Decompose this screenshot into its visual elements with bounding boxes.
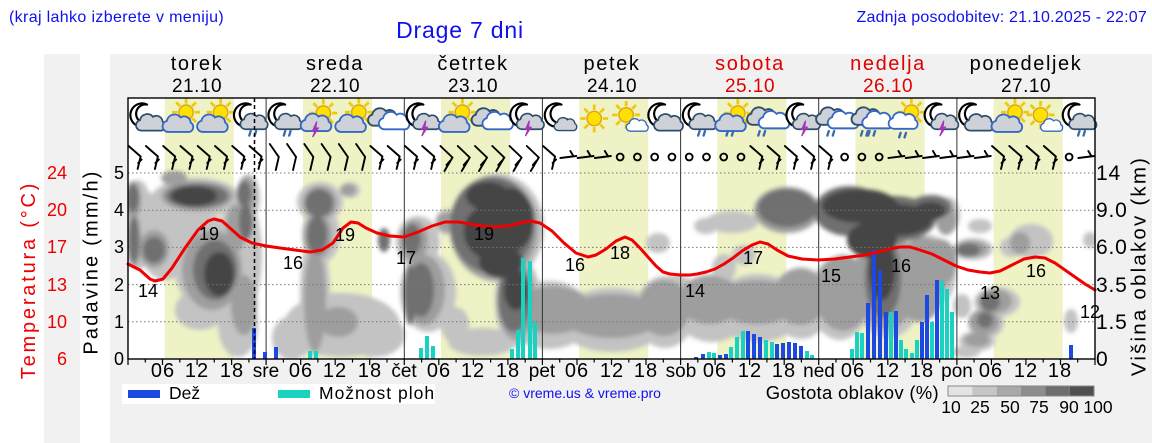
svg-text:18: 18 bbox=[772, 360, 796, 382]
svg-text:24.10: 24.10 bbox=[587, 76, 637, 97]
svg-text:4: 4 bbox=[114, 200, 124, 220]
svg-text:Gostota oblakov (%): Gostota oblakov (%) bbox=[766, 382, 939, 403]
svg-text:18: 18 bbox=[220, 360, 244, 382]
svg-text:18: 18 bbox=[610, 243, 630, 263]
svg-text:16: 16 bbox=[891, 256, 911, 276]
svg-text:23.10: 23.10 bbox=[448, 76, 498, 97]
svg-text:3: 3 bbox=[114, 237, 124, 257]
svg-text:3.5: 3.5 bbox=[1096, 274, 1128, 297]
svg-text:2: 2 bbox=[114, 275, 124, 295]
svg-text:sob: sob bbox=[666, 361, 697, 382]
svg-text:12: 12 bbox=[738, 360, 762, 382]
svg-text:06: 06 bbox=[979, 360, 1003, 382]
svg-text:14: 14 bbox=[138, 281, 158, 301]
svg-text:18: 18 bbox=[358, 360, 382, 382]
svg-text:18: 18 bbox=[634, 360, 658, 382]
svg-text:Dež: Dež bbox=[169, 383, 200, 403]
svg-text:6.0: 6.0 bbox=[1096, 236, 1128, 259]
svg-text:0: 0 bbox=[1096, 348, 1108, 371]
svg-text:12: 12 bbox=[461, 360, 485, 382]
svg-text:pon: pon bbox=[941, 361, 973, 382]
svg-text:100: 100 bbox=[1083, 397, 1112, 417]
svg-text:nedelja: nedelja bbox=[850, 53, 926, 75]
svg-text:Temperatura (°C): Temperatura (°C) bbox=[18, 181, 40, 379]
svg-text:25: 25 bbox=[970, 397, 989, 417]
svg-text:75: 75 bbox=[1029, 397, 1048, 417]
svg-text:12: 12 bbox=[1014, 360, 1038, 382]
svg-text:Padavine (mm/h): Padavine (mm/h) bbox=[81, 169, 103, 354]
svg-text:06: 06 bbox=[151, 360, 175, 382]
svg-text:16: 16 bbox=[565, 255, 585, 275]
svg-text:19: 19 bbox=[199, 224, 219, 244]
svg-text:24: 24 bbox=[47, 163, 67, 183]
svg-text:14: 14 bbox=[685, 281, 705, 301]
svg-text:20: 20 bbox=[47, 200, 67, 220]
svg-text:06: 06 bbox=[427, 360, 451, 382]
svg-text:10: 10 bbox=[47, 312, 67, 332]
svg-text:26.10: 26.10 bbox=[863, 76, 913, 97]
svg-text:četrtek: četrtek bbox=[437, 53, 508, 75]
svg-text:14: 14 bbox=[1096, 162, 1121, 185]
svg-text:petek: petek bbox=[584, 53, 641, 75]
svg-text:17: 17 bbox=[396, 248, 416, 268]
svg-text:5: 5 bbox=[114, 163, 124, 183]
svg-text:19: 19 bbox=[335, 225, 355, 245]
svg-text:12: 12 bbox=[323, 360, 347, 382]
svg-text:18: 18 bbox=[1048, 360, 1072, 382]
svg-text:1: 1 bbox=[114, 312, 124, 332]
svg-text:18: 18 bbox=[910, 360, 934, 382]
svg-text:10: 10 bbox=[941, 397, 961, 417]
svg-text:(kraj lahko izberete v meniju): (kraj lahko izberete v meniju) bbox=[9, 9, 224, 26]
svg-text:21.10: 21.10 bbox=[172, 76, 222, 97]
svg-text:18: 18 bbox=[496, 360, 520, 382]
svg-text:22.10: 22.10 bbox=[310, 76, 360, 97]
svg-text:9.0: 9.0 bbox=[1096, 199, 1128, 222]
svg-text:12: 12 bbox=[185, 360, 209, 382]
svg-text:06: 06 bbox=[841, 360, 865, 382]
svg-text:16: 16 bbox=[1026, 261, 1046, 281]
svg-text:06: 06 bbox=[565, 360, 589, 382]
svg-text:06: 06 bbox=[703, 360, 727, 382]
svg-text:Zadnja posodobitev: 21.10.2025: Zadnja posodobitev: 21.10.2025 - 22:07 bbox=[857, 9, 1147, 26]
svg-text:06: 06 bbox=[289, 360, 313, 382]
svg-text:13: 13 bbox=[980, 283, 1000, 303]
svg-text:19: 19 bbox=[474, 224, 494, 244]
svg-text:Višina oblakov (km): Višina oblakov (km) bbox=[1128, 156, 1151, 376]
svg-text:50: 50 bbox=[1000, 397, 1020, 417]
svg-text:© vreme.us & vreme.pro: © vreme.us & vreme.pro bbox=[509, 385, 661, 401]
svg-text:16: 16 bbox=[283, 253, 303, 273]
svg-text:sre: sre bbox=[253, 361, 279, 382]
svg-text:17: 17 bbox=[743, 248, 763, 268]
svg-text:sreda: sreda bbox=[306, 53, 364, 75]
svg-text:25.10: 25.10 bbox=[725, 76, 775, 97]
svg-text:17: 17 bbox=[47, 237, 67, 257]
svg-text:6: 6 bbox=[57, 349, 67, 369]
svg-text:12: 12 bbox=[600, 360, 624, 382]
svg-text:13: 13 bbox=[47, 275, 67, 295]
svg-text:sobota: sobota bbox=[715, 53, 785, 75]
svg-text:ponedeljek: ponedeljek bbox=[970, 53, 1083, 75]
svg-text:27.10: 27.10 bbox=[1001, 76, 1051, 97]
svg-text:90: 90 bbox=[1059, 397, 1079, 417]
svg-text:čet: čet bbox=[391, 361, 417, 382]
svg-text:pet: pet bbox=[529, 361, 556, 382]
svg-text:1.5: 1.5 bbox=[1096, 311, 1128, 334]
svg-text:15: 15 bbox=[821, 266, 841, 286]
svg-text:ned: ned bbox=[803, 361, 835, 382]
svg-text:Možnost ploh: Možnost ploh bbox=[319, 383, 435, 403]
svg-text:Drage 7 dni: Drage 7 dni bbox=[396, 17, 524, 43]
svg-text:12: 12 bbox=[876, 360, 900, 382]
svg-text:0: 0 bbox=[114, 349, 124, 369]
svg-text:torek: torek bbox=[171, 53, 223, 75]
